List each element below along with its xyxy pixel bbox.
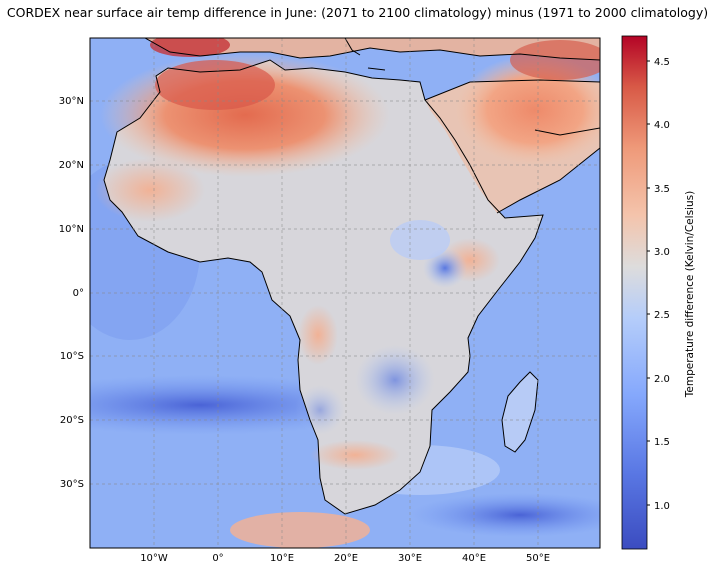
lon-tick: 10°W bbox=[140, 553, 168, 564]
colorbar-label: Temperature difference (Kelvin/Celsius) bbox=[684, 191, 696, 398]
lat-tick: 10°N bbox=[59, 224, 84, 235]
colorbar-tick: 2.5 bbox=[654, 310, 670, 321]
longitude-ticks: 10°W 0° 10°E 20°E 30°E 40°E 50°E bbox=[140, 553, 550, 564]
temperature-field bbox=[90, 38, 600, 548]
lat-tick: 10°S bbox=[60, 351, 84, 362]
colorbar-tick: 4.0 bbox=[654, 120, 670, 131]
map-frame bbox=[89, 37, 601, 549]
colorbar-tick: 1.5 bbox=[654, 437, 670, 448]
lat-tick: 20°S bbox=[60, 415, 84, 426]
coastlines bbox=[103, 38, 600, 515]
latitude-ticks: 30°N 20°N 10°N 0° 10°S 20°S 30°S bbox=[59, 96, 84, 490]
madagascar-landmass bbox=[502, 372, 538, 452]
lon-tick: 50°E bbox=[526, 553, 550, 564]
colorbar-tick: 3.0 bbox=[654, 247, 670, 258]
colorbar-ticks: 4.5 4.0 3.5 3.0 2.5 2.0 1.5 1.0 bbox=[647, 57, 670, 512]
europe-landmass bbox=[145, 38, 600, 60]
colorbar-tick: 4.5 bbox=[654, 57, 670, 68]
colorbar-tick: 3.5 bbox=[654, 184, 670, 195]
lat-tick: 30°N bbox=[59, 96, 84, 107]
lon-tick: 40°E bbox=[462, 553, 486, 564]
lon-tick: 30°E bbox=[398, 553, 422, 564]
colorbar-tick: 1.0 bbox=[654, 501, 670, 512]
map-title: CORDEX near surface air temp difference … bbox=[6, 5, 709, 20]
colorbar-tick: 2.0 bbox=[654, 374, 670, 385]
lat-tick: 30°S bbox=[60, 479, 84, 490]
lon-tick: 0° bbox=[212, 553, 223, 564]
lat-tick: 0° bbox=[73, 288, 84, 299]
lon-tick: 20°E bbox=[334, 553, 358, 564]
colorbar bbox=[621, 35, 648, 550]
lon-tick: 10°E bbox=[270, 553, 294, 564]
lat-tick: 20°N bbox=[59, 160, 84, 171]
gridlines bbox=[90, 38, 600, 548]
